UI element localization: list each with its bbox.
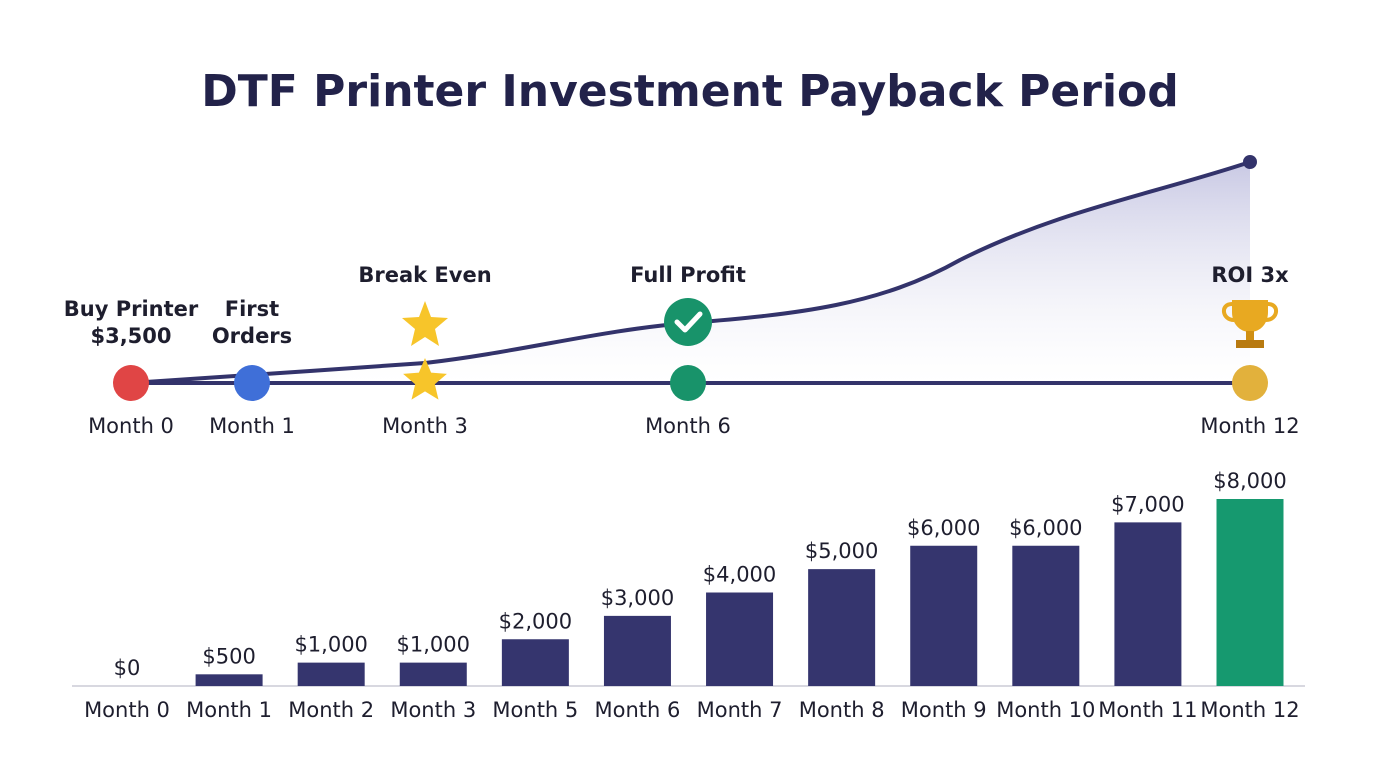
value-label: $0 [114,656,141,680]
milestone-label: $3,500 [90,324,171,348]
value-label: $7,000 [1111,492,1184,516]
milestone-marker [1232,365,1268,401]
bar [1012,545,1080,686]
value-label: $1,000 [397,633,470,657]
milestone-label: Buy Printer [64,297,199,321]
milestone-marker [403,358,447,400]
value-label: $6,000 [907,516,980,540]
milestone-label: Break Even [358,263,491,287]
bar [603,615,671,686]
value-label: $1,000 [294,633,367,657]
milestone-month: Month 12 [1200,414,1299,438]
trophy-icon [1222,300,1278,348]
bar [195,674,263,686]
check-icon [664,298,712,346]
milestone-month: Month 0 [88,414,174,438]
milestone-marker [113,365,149,401]
x-tick-label: Month 8 [799,698,885,722]
value-label: $4,000 [703,563,776,587]
bar [297,662,365,686]
milestone-label: Full Profit [630,263,746,287]
x-tick-label: Month 0 [84,698,170,722]
x-tick-label: Month 1 [186,698,272,722]
bar [706,592,774,686]
bar [399,662,467,686]
milestone-month: Month 1 [209,414,295,438]
star-icon [402,301,448,346]
milestone-label: First [225,297,279,321]
x-tick-label: Month 5 [492,698,578,722]
milestone-label: ROI 3x [1211,263,1289,287]
milestone-label: Orders [212,324,292,348]
x-tick-label: Month 2 [288,698,374,722]
milestone-month: Month 6 [645,414,731,438]
x-tick-label: Month 7 [697,698,783,722]
value-label: $500 [202,644,255,668]
check-mark [674,311,703,333]
x-tick-label: Month 10 [996,698,1095,722]
x-tick-label: Month 9 [901,698,987,722]
bar [808,569,876,686]
title: DTF Printer Investment Payback Period [201,66,1179,117]
milestone-marker [234,365,270,401]
value-label: $3,000 [601,586,674,610]
value-label: $6,000 [1009,516,1082,540]
x-tick-label: Month 6 [595,698,681,722]
milestone-month: Month 3 [382,414,468,438]
x-tick-label: Month 11 [1098,698,1197,722]
x-tick-label: Month 3 [390,698,476,722]
bar [1216,499,1284,686]
curve-end-dot [1243,155,1257,169]
bar [501,639,569,686]
bar [910,545,978,686]
value-label: $8,000 [1213,469,1286,493]
x-tick-label: Month 12 [1200,698,1299,722]
value-label: $5,000 [805,539,878,563]
value-label: $2,000 [499,609,572,633]
milestone-marker [670,365,706,401]
growth-area [131,162,1250,383]
bar [1114,522,1182,686]
